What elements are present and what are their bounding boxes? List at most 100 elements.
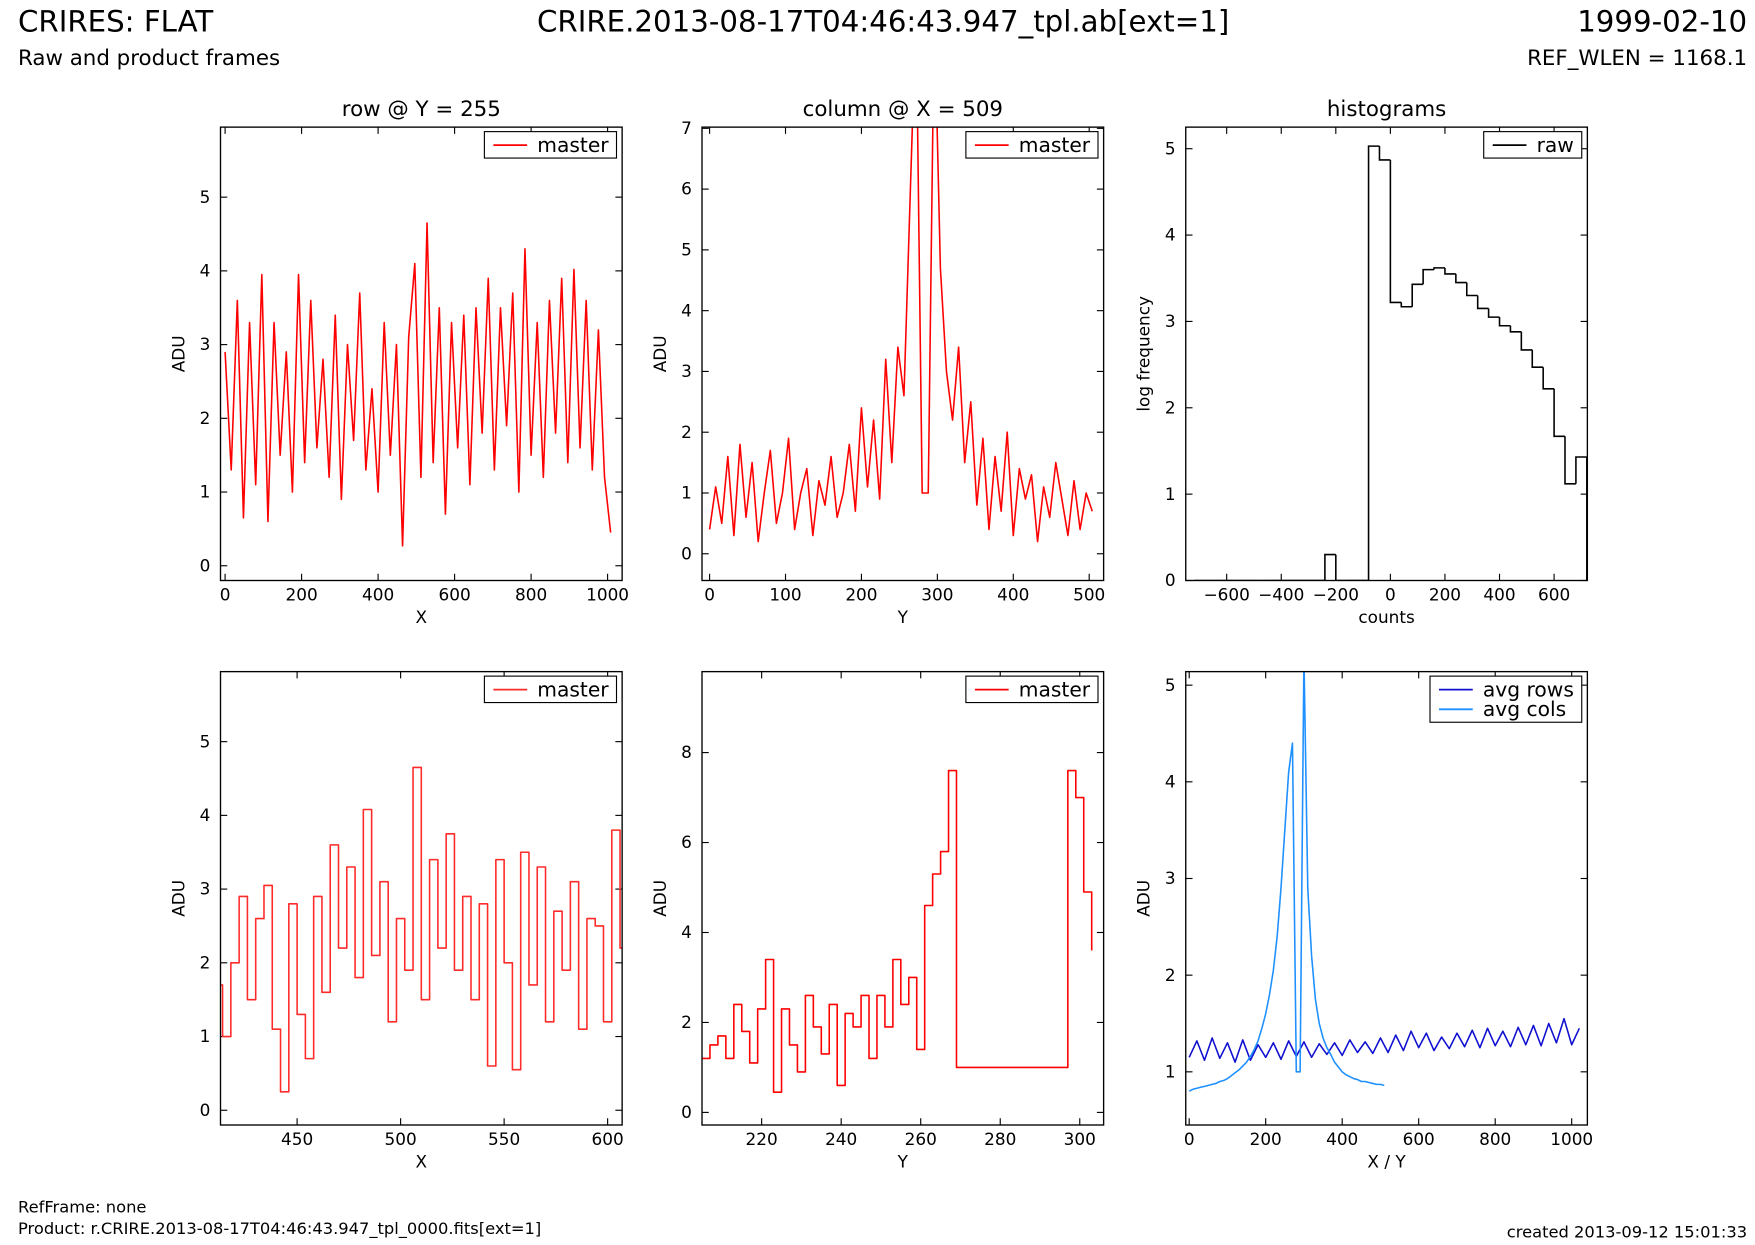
y-tick-label: 5 <box>200 731 211 751</box>
legend: master <box>483 131 618 159</box>
x-tick-label: 1000 <box>1550 1129 1593 1149</box>
y-tick-label: 6 <box>681 832 692 852</box>
x-tick-label: 200 <box>1250 1129 1282 1149</box>
plot-area <box>708 127 1093 543</box>
x-tick-label: 1000 <box>586 585 629 605</box>
hist-bin <box>1476 295 1489 310</box>
y-tick-label: 2 <box>200 952 211 972</box>
hist-bin <box>1378 146 1391 161</box>
series-line <box>1188 671 1385 1092</box>
y-axis-label: ADU <box>650 335 670 372</box>
legend-label: avg cols <box>1483 697 1566 721</box>
panel-title: row @ Y = 255 <box>342 97 501 122</box>
y-tick-label: 2 <box>1165 965 1176 985</box>
y-tick-label: 4 <box>200 261 211 281</box>
x-tick-label: 600 <box>592 1129 624 1149</box>
y-tick-label: 0 <box>681 1102 692 1122</box>
y-tick-label: 1 <box>200 482 211 502</box>
axes-frame <box>701 126 1105 582</box>
x-axis-label: X / Y <box>1367 1152 1406 1172</box>
x-axis-label: X <box>416 607 428 627</box>
panel: 0 200 400 600 800 1000 1 2 3 4 5 X / Y ADU avg rowsav… <box>1134 670 1593 1172</box>
axes-frame <box>701 670 1105 1126</box>
hist-bin <box>1564 436 1576 485</box>
panel-title: histograms <box>1327 97 1446 122</box>
legend-label: raw <box>1537 133 1574 157</box>
x-tick-label: −600 <box>1204 585 1250 605</box>
y-tick-label: 1 <box>200 1026 211 1046</box>
plot-area <box>1188 671 1581 1092</box>
x-tick-label: 0 <box>1184 1129 1195 1149</box>
y-tick-label: 3 <box>1165 868 1176 888</box>
panel: −600 −400 −200 0 200 400 600 0 1 2 3 4 5 histograms co… <box>1134 97 1589 627</box>
hist-bin <box>1465 282 1478 297</box>
y-axis-label: log frequency <box>1134 296 1154 412</box>
file-name: CRIRE.2013-08-17T04:46:43.947_tpl.ab[ext… <box>537 4 1229 38</box>
x-tick-label: 300 <box>1064 1129 1096 1149</box>
y-tick-label: 4 <box>681 922 692 942</box>
x-tick-label: 300 <box>921 585 953 605</box>
date: 1999-02-10 <box>1577 4 1747 38</box>
x-tick-label: 550 <box>488 1129 520 1149</box>
hist-bin <box>1444 267 1456 275</box>
hist-bin <box>1498 317 1511 327</box>
x-tick-label: 400 <box>1483 585 1515 605</box>
x-axis-label: Y <box>897 607 909 627</box>
x-tick-label: 0 <box>220 585 231 605</box>
y-axis-label: ADU <box>650 880 670 917</box>
y-tick-label: 5 <box>200 187 211 207</box>
y-tick-label: 4 <box>1165 225 1176 245</box>
hist-bin <box>1455 273 1467 284</box>
x-tick-label: 600 <box>1403 1129 1435 1149</box>
axes-frame <box>1185 670 1589 1126</box>
y-tick-label: 2 <box>200 408 211 428</box>
x-tick-label: 200 <box>845 585 877 605</box>
y-axis-label: ADU <box>169 880 189 917</box>
y-tick-label: 5 <box>1165 675 1176 695</box>
legend: raw <box>1483 131 1583 159</box>
hist-bin <box>1509 325 1522 333</box>
y-tick-label: 3 <box>200 879 211 899</box>
subtitle: Raw and product frames <box>18 46 280 71</box>
hist-bin <box>1389 159 1402 304</box>
y-tick-label: 2 <box>1165 397 1176 417</box>
series-line <box>220 766 623 1093</box>
legend: master <box>965 675 1099 704</box>
hist-bin <box>1422 268 1435 285</box>
y-tick-label: 0 <box>200 555 211 575</box>
y-tick-label: 1 <box>1165 484 1176 504</box>
plot-area <box>220 766 623 1093</box>
legend-label: avg rows <box>1483 677 1574 701</box>
series-line <box>1188 1017 1581 1063</box>
x-axis-label: Y <box>897 1152 909 1172</box>
y-tick-label: 8 <box>681 742 692 762</box>
y-tick-label: 4 <box>200 805 211 825</box>
axes-frame <box>219 126 623 582</box>
hist-bin <box>1531 349 1544 368</box>
y-tick-label: 3 <box>1165 311 1176 331</box>
y-tick-label: 0 <box>200 1100 211 1120</box>
ref-frame: RefFrame: none <box>18 1198 146 1217</box>
y-tick-label: 0 <box>681 543 692 563</box>
legend: master <box>965 131 1099 159</box>
legend-box <box>1429 675 1583 723</box>
hist-bin <box>1433 267 1445 270</box>
legend-label: master <box>537 677 609 701</box>
panel-title: column @ X = 509 <box>803 97 1003 122</box>
legend-label: master <box>537 133 609 157</box>
hist-bin <box>1553 388 1565 438</box>
y-axis-label: ADU <box>169 335 189 372</box>
x-tick-label: −400 <box>1258 585 1304 605</box>
panel: 450 500 550 600 0 1 2 3 4 5 X ADU master <box>169 670 624 1172</box>
axes-frame <box>219 670 623 1126</box>
x-tick-label: 800 <box>1479 1129 1511 1149</box>
plot-area <box>224 222 612 547</box>
x-tick-label: 200 <box>1429 585 1461 605</box>
hist-bin <box>1335 554 1347 581</box>
y-tick-label: 1 <box>681 483 692 503</box>
x-tick-label: 400 <box>362 585 394 605</box>
x-tick-label: 280 <box>984 1129 1016 1149</box>
x-tick-label: 0 <box>1385 585 1396 605</box>
